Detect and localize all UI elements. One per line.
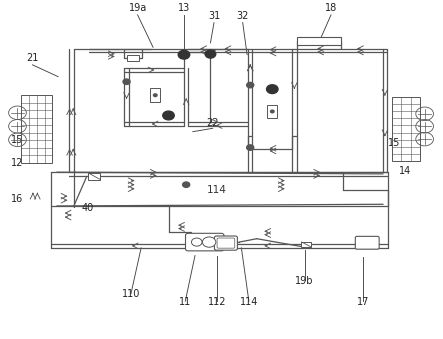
Circle shape (202, 237, 216, 247)
Circle shape (191, 238, 202, 246)
Text: 112: 112 (208, 297, 226, 306)
Bar (151, 88, 160, 102)
Text: 17: 17 (357, 297, 369, 306)
Circle shape (178, 50, 190, 59)
Text: 19a: 19a (128, 3, 147, 14)
Text: 18: 18 (325, 3, 337, 14)
FancyBboxPatch shape (186, 233, 224, 251)
Text: 40: 40 (82, 203, 94, 213)
Text: 32: 32 (237, 11, 249, 21)
Text: 13: 13 (178, 3, 190, 14)
Text: 15: 15 (389, 138, 401, 148)
Circle shape (271, 110, 274, 113)
Text: 22: 22 (206, 118, 219, 127)
Text: 114: 114 (240, 297, 258, 306)
Bar (128, 55, 139, 61)
Bar (301, 242, 311, 247)
Bar (21, 95, 52, 163)
Circle shape (123, 79, 130, 84)
Text: 14: 14 (399, 165, 411, 176)
Bar (392, 97, 420, 161)
Bar (296, 38, 341, 45)
Text: 19b: 19b (295, 276, 314, 286)
Text: 11: 11 (179, 297, 191, 306)
FancyBboxPatch shape (355, 236, 379, 249)
Circle shape (183, 182, 190, 187)
Text: 16: 16 (12, 194, 23, 204)
Text: 12: 12 (11, 158, 23, 168)
Circle shape (205, 50, 216, 58)
Text: 31: 31 (208, 11, 220, 21)
Circle shape (247, 82, 254, 88)
Text: 21: 21 (26, 54, 39, 63)
FancyBboxPatch shape (214, 236, 237, 250)
Bar (268, 105, 277, 118)
Circle shape (267, 85, 278, 94)
Circle shape (163, 111, 174, 120)
Circle shape (153, 94, 157, 97)
Circle shape (247, 145, 254, 150)
Text: 114: 114 (207, 185, 227, 195)
Text: 15: 15 (11, 135, 23, 145)
Text: 110: 110 (122, 289, 140, 299)
Bar (88, 173, 101, 180)
